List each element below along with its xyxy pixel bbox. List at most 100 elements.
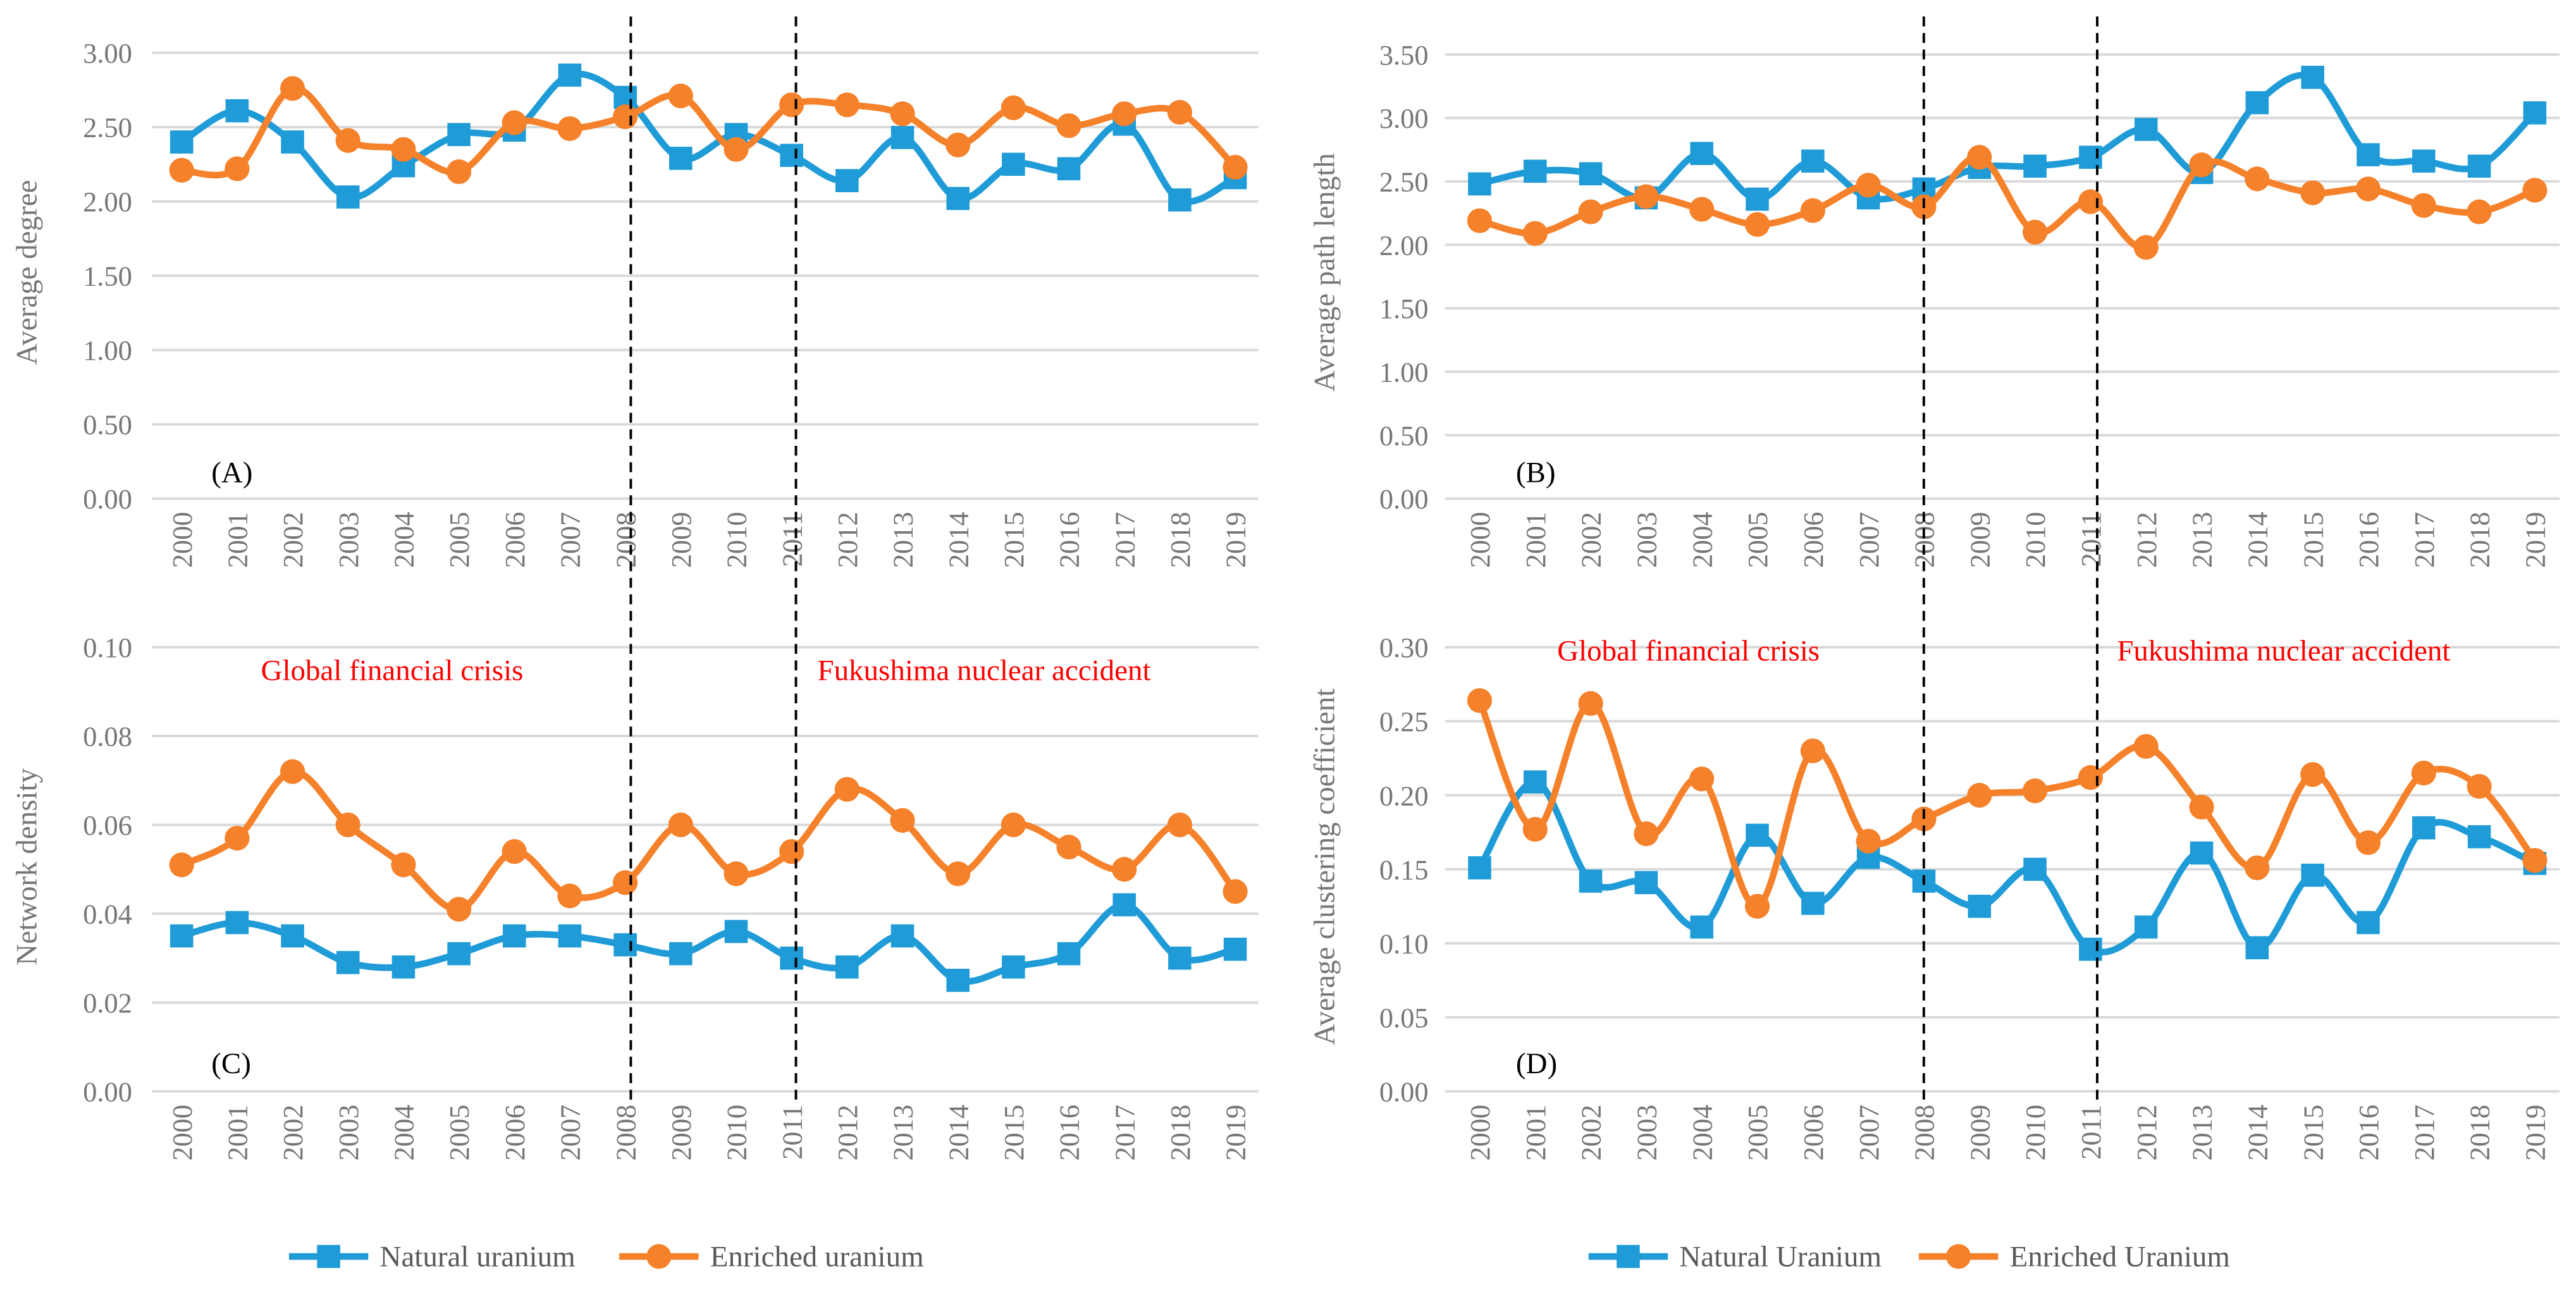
data-point	[2467, 199, 2492, 224]
data-point	[447, 159, 472, 185]
x-tick-label: 2000	[1464, 1105, 1496, 1161]
data-point	[1800, 738, 1825, 763]
data-point	[169, 852, 194, 878]
panel-label: (D)	[1516, 1047, 1557, 1080]
data-point	[2301, 66, 2324, 89]
data-point	[2134, 915, 2158, 939]
data-point	[558, 924, 582, 948]
legend-label-natural: Natural Uranium	[1679, 1241, 1882, 1274]
data-point	[2189, 794, 2214, 820]
data-point	[169, 130, 194, 154]
x-tick-label: 2005	[1742, 512, 1773, 568]
data-point	[1167, 99, 1192, 125]
legend-label-enriched: Enriched uranium	[710, 1241, 924, 1274]
x-tick-label: 2005	[1742, 1105, 1773, 1161]
data-point	[502, 924, 526, 948]
y-tick-label: 0.10	[83, 632, 132, 663]
panel-label: (A)	[211, 456, 252, 489]
x-tick-label: 2014	[2241, 512, 2273, 568]
x-tick-label: 2015	[2297, 1105, 2329, 1161]
data-point	[447, 123, 471, 147]
panel-b: 0.00 0.50 1.00 1.50 2.00 2.50 3.00 3.50 2000 2001…	[1309, 39, 2560, 568]
data-point	[1168, 946, 1192, 970]
x-tick-label: 2006	[499, 1105, 531, 1161]
data-point	[1967, 145, 1992, 170]
data-point	[613, 104, 638, 130]
y-tick-label: 0.04	[83, 899, 132, 930]
data-point	[2522, 178, 2548, 203]
x-tick-label: 2016	[2353, 512, 2384, 568]
x-tick-label: 2016	[1054, 1105, 1085, 1161]
data-point	[2245, 166, 2270, 192]
data-point	[225, 99, 249, 123]
data-point	[1800, 198, 1825, 223]
legend-marker-enriched	[1946, 1244, 1971, 1269]
data-point	[1467, 208, 1493, 233]
data-point	[280, 759, 305, 784]
data-point	[335, 812, 361, 838]
y-tick-label: 2.50	[83, 112, 132, 144]
data-point	[1746, 823, 1769, 847]
data-point	[391, 955, 416, 979]
data-point	[946, 187, 970, 211]
data-point	[2523, 101, 2547, 125]
y-tick-label: 0.20	[1379, 780, 1429, 811]
y-tick-label: 0.00	[1379, 1076, 1429, 1108]
data-point	[1634, 184, 1659, 209]
y-tick-label: 2.00	[83, 186, 132, 218]
data-point	[2133, 734, 2159, 759]
x-tick-label: 2014	[942, 1105, 974, 1161]
data-point	[1112, 857, 1137, 882]
y-tick-label: 2.50	[1379, 166, 1429, 198]
data-point	[2245, 936, 2269, 960]
series-natural	[1468, 770, 2547, 961]
data-point	[1690, 915, 1713, 939]
data-point	[1746, 187, 1769, 211]
x-tick-label: 2007	[1853, 1105, 1885, 1161]
x-tick-label: 2004	[388, 1105, 420, 1161]
data-point	[391, 852, 416, 878]
data-point	[2411, 193, 2436, 218]
data-point	[1057, 942, 1081, 966]
x-tick-label: 2006	[1797, 512, 1829, 568]
x-tick-label: 2005	[443, 1105, 475, 1161]
data-point	[1689, 766, 1715, 792]
data-point	[669, 147, 693, 170]
x-tick-label: 2002	[277, 512, 309, 568]
annotation-crisis: Global financial crisis	[261, 654, 524, 687]
data-point	[1167, 812, 1192, 838]
data-point	[1057, 157, 1081, 181]
data-point	[1522, 221, 1548, 246]
x-tick-label: 2002	[1575, 1105, 1607, 1161]
series-line	[1479, 154, 2536, 252]
data-point	[1579, 869, 1603, 893]
data-point	[1744, 894, 1770, 919]
series-enriched	[169, 76, 1248, 185]
x-tick-label: 2018	[2464, 1105, 2496, 1161]
y-tick-label: 0.10	[1379, 928, 1429, 959]
data-point	[558, 63, 582, 87]
data-point	[1578, 199, 1603, 224]
x-tick-label: 2019	[2520, 512, 2551, 568]
data-point	[2245, 91, 2269, 114]
data-point	[335, 128, 361, 153]
x-tick-label: 2000	[166, 512, 198, 568]
data-point	[779, 839, 804, 864]
data-point	[1056, 834, 1082, 860]
data-point	[834, 777, 860, 802]
series-enriched	[169, 759, 1248, 922]
x-tick-label: 2013	[2186, 1105, 2218, 1161]
data-point	[1001, 95, 1026, 121]
y-tick-label: 3.00	[1379, 102, 1429, 134]
data-point	[668, 812, 693, 838]
data-point	[890, 101, 915, 126]
series-line	[1476, 699, 2538, 910]
data-point	[2355, 176, 2381, 202]
y-tick-label: 0.50	[1379, 420, 1429, 452]
data-point	[1523, 159, 1547, 183]
data-point	[2411, 760, 2436, 786]
data-point	[2023, 857, 2047, 881]
data-point	[1522, 816, 1548, 842]
data-point	[2355, 830, 2381, 856]
